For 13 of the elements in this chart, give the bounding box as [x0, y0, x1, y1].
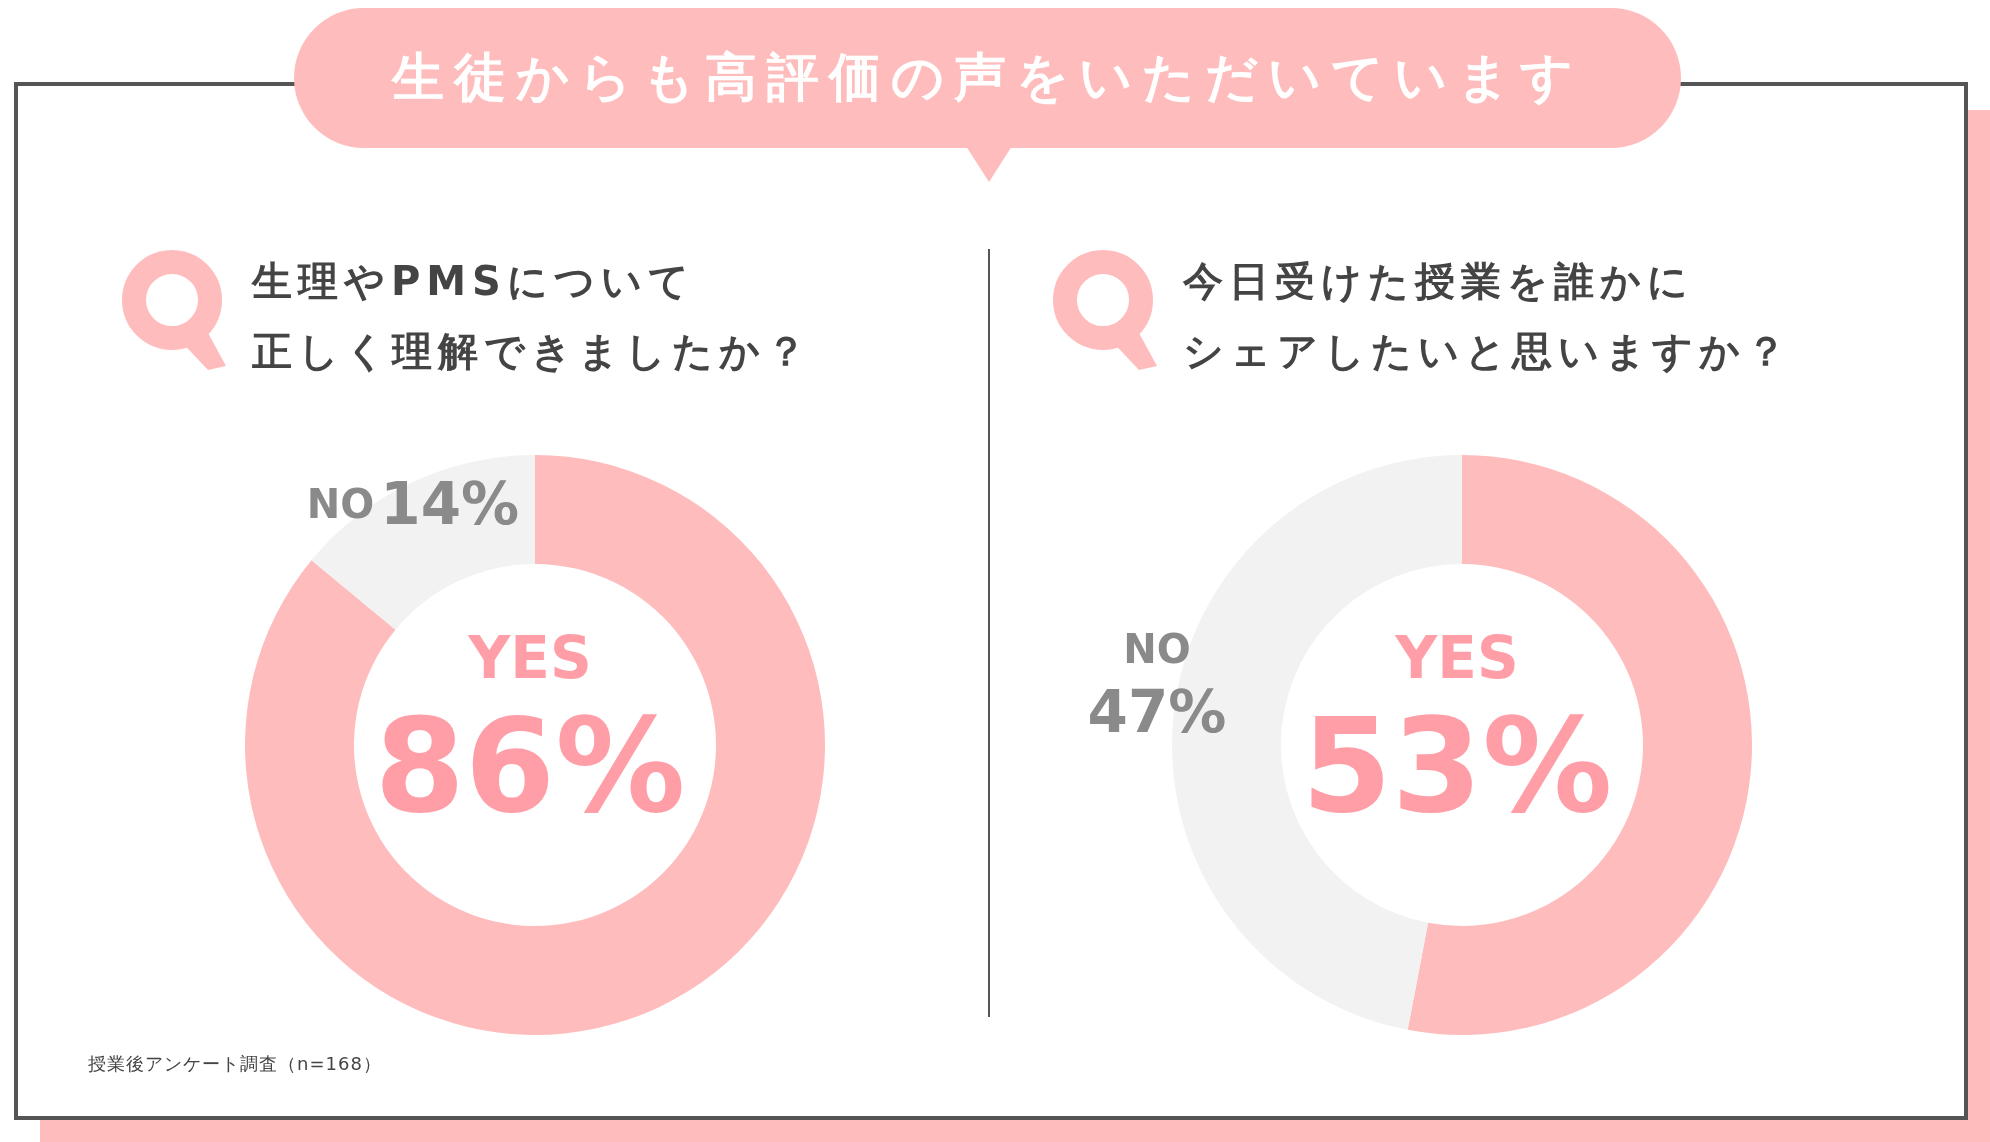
slice-label: NO [306, 481, 375, 527]
data-label: 53% [1301, 690, 1613, 842]
slice-label: YES [1395, 624, 1519, 692]
chart-title: 今日受けた授業を誰かに [1183, 257, 1695, 306]
chart-subtitle: 正しく理解できましたか？ [252, 327, 812, 376]
chart-title: 生理やPMSについて [252, 257, 696, 306]
text: 授業後アンケート調査（n=168） [88, 1052, 382, 1076]
donut-slice [245, 455, 825, 1035]
slice-label: NO [1123, 626, 1191, 672]
text: 生徒からも高評価の声をいただいています [294, 8, 1681, 148]
chart-subtitle: シェアしたいと思いますか？ [1183, 327, 1792, 376]
data-label: 47% [1087, 678, 1227, 746]
data-label: 14% [380, 470, 520, 538]
